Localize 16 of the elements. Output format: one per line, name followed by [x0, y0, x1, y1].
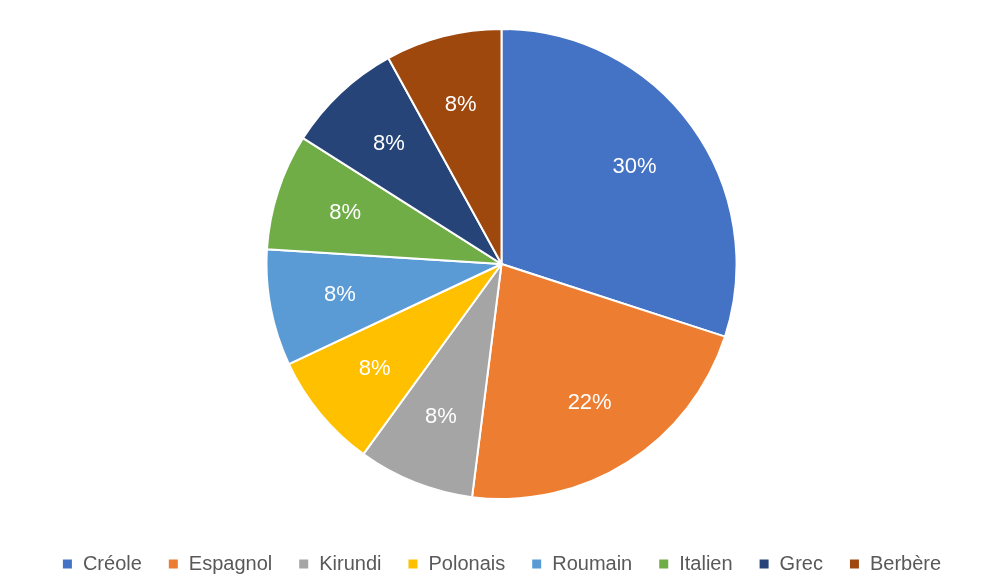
legend-label: Kirundi	[319, 551, 382, 574]
legend-label: Polonais	[428, 551, 506, 574]
legend-label: Grec	[779, 551, 823, 574]
legend-label: Roumain	[552, 551, 633, 574]
data-label: 8%	[372, 130, 405, 156]
data-label: 8%	[358, 354, 391, 380]
data-label: 8%	[324, 280, 356, 306]
data-label: 8%	[329, 199, 361, 225]
data-label: 8%	[425, 403, 457, 429]
legend-label: Italien	[679, 551, 733, 574]
legend-label: Créole	[82, 551, 142, 574]
data-label: 8%	[444, 90, 477, 116]
legend-label: Espagnol	[188, 551, 273, 574]
legend-label: Berbère	[869, 551, 942, 574]
data-label: 22%	[567, 388, 612, 414]
data-label: 30%	[612, 153, 657, 179]
